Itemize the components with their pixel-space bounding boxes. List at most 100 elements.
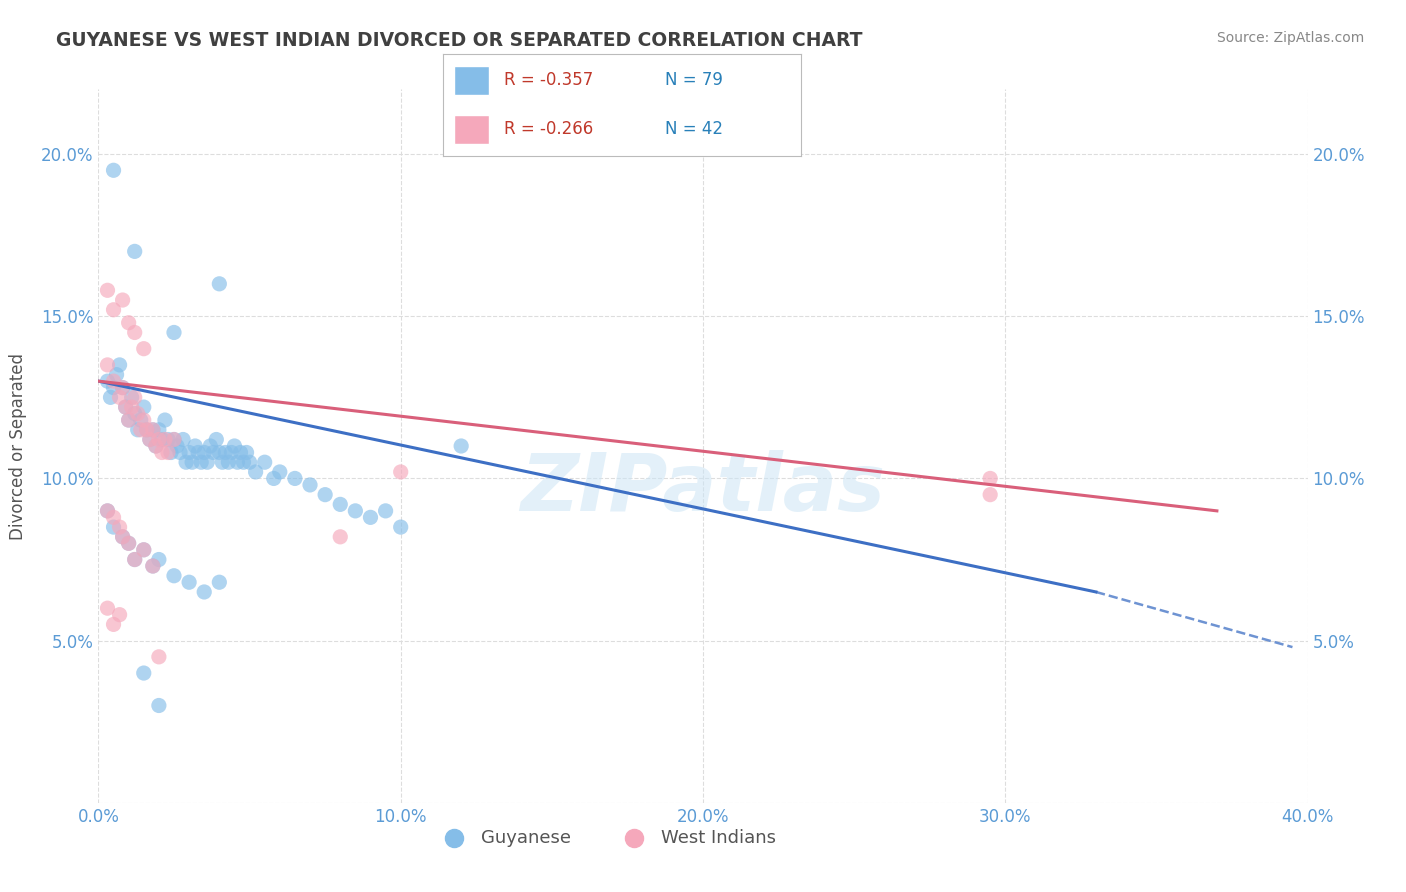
Point xyxy=(96,601,118,615)
Point xyxy=(103,163,125,178)
Point xyxy=(232,455,254,469)
Point xyxy=(108,520,131,534)
Point xyxy=(118,536,141,550)
Point xyxy=(129,413,152,427)
Point xyxy=(142,423,165,437)
Text: GUYANESE VS WEST INDIAN DIVORCED OR SEPARATED CORRELATION CHART: GUYANESE VS WEST INDIAN DIVORCED OR SEPA… xyxy=(56,31,863,50)
Point xyxy=(329,497,352,511)
Point xyxy=(124,244,146,259)
Point xyxy=(132,413,155,427)
Point xyxy=(111,381,134,395)
Point xyxy=(142,423,165,437)
Point xyxy=(108,390,131,404)
Point xyxy=(103,510,125,524)
Point xyxy=(217,455,239,469)
Point xyxy=(118,413,141,427)
Point xyxy=(174,455,197,469)
Point xyxy=(163,433,186,447)
Point xyxy=(111,530,134,544)
Point xyxy=(118,536,141,550)
Point xyxy=(132,542,155,557)
Point xyxy=(103,302,125,317)
Point xyxy=(127,423,149,437)
Point xyxy=(163,433,186,447)
Point xyxy=(135,423,157,437)
Point xyxy=(153,433,176,447)
Point xyxy=(156,433,179,447)
Point xyxy=(96,374,118,388)
Point xyxy=(205,433,228,447)
Point xyxy=(103,617,125,632)
Point xyxy=(172,433,194,447)
Point xyxy=(111,530,134,544)
Point xyxy=(195,455,218,469)
Point xyxy=(96,358,118,372)
Text: R = -0.266: R = -0.266 xyxy=(503,120,593,138)
Point xyxy=(132,542,155,557)
Point xyxy=(118,413,141,427)
Point xyxy=(239,455,262,469)
Point xyxy=(179,445,201,459)
Point xyxy=(148,433,170,447)
Point xyxy=(132,400,155,414)
Point xyxy=(389,465,412,479)
Point xyxy=(208,277,231,291)
Legend: Guyanese, West Indians: Guyanese, West Indians xyxy=(429,822,783,855)
Text: N = 79: N = 79 xyxy=(665,70,723,88)
Point xyxy=(314,488,336,502)
Point xyxy=(150,445,173,459)
Point xyxy=(96,504,118,518)
Text: Source: ZipAtlas.com: Source: ZipAtlas.com xyxy=(1216,31,1364,45)
Point xyxy=(299,478,322,492)
Point xyxy=(108,607,131,622)
Point xyxy=(103,520,125,534)
Point xyxy=(169,445,191,459)
Point xyxy=(329,530,352,544)
Point xyxy=(142,559,165,574)
Point xyxy=(127,407,149,421)
Point xyxy=(124,407,146,421)
Point xyxy=(148,649,170,664)
Point xyxy=(121,400,143,414)
Point xyxy=(150,433,173,447)
Point xyxy=(124,552,146,566)
Text: R = -0.357: R = -0.357 xyxy=(503,70,593,88)
Point xyxy=(105,368,128,382)
Point xyxy=(187,445,209,459)
Point xyxy=(190,455,212,469)
Point xyxy=(374,504,396,518)
FancyBboxPatch shape xyxy=(454,115,489,144)
Point xyxy=(148,698,170,713)
Point xyxy=(221,445,243,459)
Point xyxy=(139,433,162,447)
Point xyxy=(148,552,170,566)
Point xyxy=(253,455,276,469)
Point xyxy=(96,504,118,518)
Point xyxy=(450,439,472,453)
Point xyxy=(181,455,204,469)
Point xyxy=(145,439,167,453)
Point xyxy=(208,445,231,459)
Text: N = 42: N = 42 xyxy=(665,120,723,138)
Point xyxy=(148,423,170,437)
Text: ZIPatlas: ZIPatlas xyxy=(520,450,886,528)
Point xyxy=(344,504,367,518)
Point xyxy=(160,445,183,459)
Point xyxy=(111,381,134,395)
Point xyxy=(226,455,249,469)
Point xyxy=(202,445,225,459)
Point xyxy=(108,358,131,372)
Point xyxy=(263,471,285,485)
Point xyxy=(184,439,207,453)
Point xyxy=(211,455,233,469)
Point xyxy=(166,439,188,453)
Point xyxy=(142,559,165,574)
Point xyxy=(214,445,236,459)
Point xyxy=(179,575,201,590)
Point xyxy=(114,400,136,414)
Point xyxy=(118,316,141,330)
Point xyxy=(139,433,162,447)
Point xyxy=(269,465,291,479)
Point xyxy=(124,552,146,566)
Point xyxy=(103,381,125,395)
